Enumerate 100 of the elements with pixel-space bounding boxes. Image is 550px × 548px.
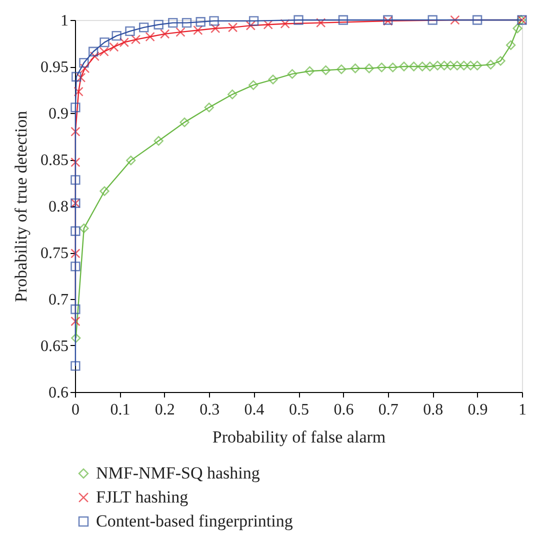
point — [228, 90, 238, 100]
x-tick-label: 0.8 — [423, 402, 444, 418]
point — [466, 60, 476, 70]
point — [70, 157, 80, 168]
point — [70, 226, 80, 236]
point — [417, 62, 428, 72]
point — [350, 64, 360, 74]
point — [90, 51, 100, 62]
point — [304, 66, 315, 76]
point — [472, 60, 482, 70]
point — [294, 15, 304, 25]
y-tick-label: 0.65 — [40, 338, 68, 355]
point — [70, 102, 80, 112]
point — [204, 102, 214, 112]
point — [160, 29, 170, 39]
point — [154, 136, 164, 146]
y-tick-label: 0.7 — [48, 292, 68, 308]
y-axis-title: Probability of true detection — [12, 110, 30, 302]
y-tick-label: 0.95 — [40, 59, 68, 76]
point — [388, 62, 398, 72]
point — [263, 20, 273, 30]
point — [486, 60, 496, 70]
point — [176, 27, 186, 37]
point — [364, 64, 374, 74]
x-tick-label: 0.6 — [334, 402, 354, 418]
point — [100, 37, 110, 48]
point — [76, 72, 86, 82]
point — [196, 17, 206, 27]
point — [246, 20, 256, 30]
point — [109, 42, 119, 52]
point — [182, 18, 192, 28]
x-tick-label: 1 — [518, 402, 526, 418]
point — [168, 18, 178, 28]
point — [210, 24, 220, 34]
point — [99, 46, 109, 56]
x-tick-label: 0.2 — [154, 402, 175, 418]
point — [472, 15, 482, 25]
point — [248, 16, 259, 26]
point — [180, 117, 190, 128]
point — [287, 69, 298, 79]
point — [428, 15, 438, 25]
point — [248, 80, 258, 90]
point — [425, 62, 435, 72]
x-tick-label: 0.9 — [468, 402, 488, 418]
point — [126, 156, 136, 166]
y-tick-label: 0.85 — [40, 152, 68, 169]
point — [193, 25, 203, 36]
point — [316, 18, 326, 28]
point — [79, 223, 89, 234]
point — [70, 361, 80, 371]
point — [446, 60, 456, 70]
legend-label: Content-based fingerprinting — [96, 512, 294, 530]
point — [112, 30, 122, 41]
legend-label: FJLT hashing — [96, 488, 189, 506]
point — [228, 22, 238, 32]
point — [70, 304, 80, 314]
point — [512, 24, 522, 34]
point — [70, 316, 80, 326]
x-tick-label: 0.7 — [378, 402, 398, 418]
point — [459, 60, 469, 70]
point — [70, 175, 80, 185]
point — [432, 60, 442, 70]
point — [209, 16, 219, 26]
point — [154, 20, 164, 30]
point — [320, 65, 331, 76]
y-tick-label: 0.8 — [48, 198, 68, 216]
point — [70, 126, 80, 136]
point — [452, 60, 462, 70]
point — [450, 15, 460, 25]
point — [70, 248, 80, 258]
point — [280, 18, 290, 29]
point — [70, 262, 80, 272]
point — [338, 15, 348, 25]
y-tick-label: 0.9 — [48, 106, 68, 122]
x-tick-label: 0.4 — [244, 402, 264, 418]
point — [74, 86, 84, 96]
x-axis-title: Probability of false alarm — [212, 428, 386, 446]
y-tick-label: 0.6 — [48, 384, 68, 402]
point — [496, 56, 506, 66]
y-tick-label: 1 — [60, 12, 68, 30]
point — [88, 46, 98, 56]
point — [268, 74, 278, 84]
point — [125, 26, 135, 36]
y-tick-label: 0.75 — [40, 245, 68, 262]
point — [130, 34, 141, 44]
legend-label: NMF-NMF-SQ hashing — [96, 464, 260, 482]
point — [119, 37, 130, 48]
point — [100, 186, 110, 196]
point — [336, 64, 346, 74]
point — [79, 58, 89, 68]
point — [80, 64, 90, 74]
point — [439, 60, 450, 70]
point — [376, 62, 386, 72]
x-tick-label: 0.3 — [200, 402, 220, 418]
x-tick-label: 0 — [72, 402, 80, 418]
point — [139, 22, 149, 32]
point — [408, 62, 419, 72]
point — [506, 40, 516, 50]
point — [145, 32, 155, 42]
point — [399, 62, 409, 72]
